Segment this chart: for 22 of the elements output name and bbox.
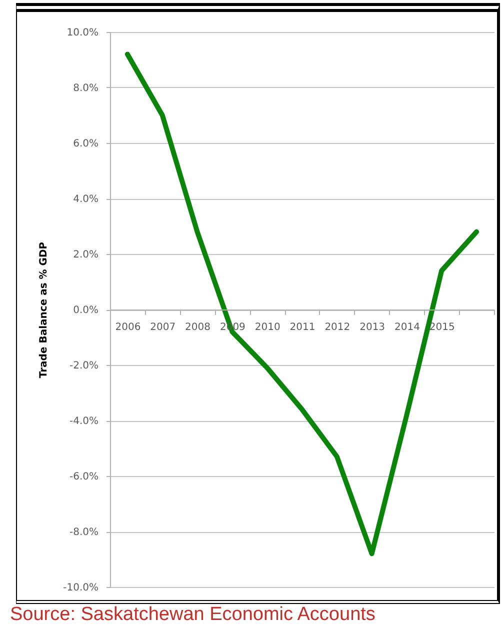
x-tick-label: 2012 [324,322,350,333]
y-tick-label: 10.0% [66,28,98,38]
x-tick-label: 2007 [150,322,176,333]
y-axis-title: Trade Balance as % GDP [38,242,50,378]
x-tick-label: 2014 [394,322,420,333]
y-tick-label: 0.0% [73,305,98,316]
y-tick-label: -8.0% [69,527,98,538]
x-tick-label: 2011 [290,322,316,333]
x-tick-label: 2008 [185,322,210,333]
y-tick-label: -4.0% [69,416,98,427]
x-tick-label: 2013 [360,322,386,333]
y-tick-label: 8.0% [73,83,98,94]
source-note: Source: Saskatchewan Economic Accounts [10,604,376,626]
x-tick-label: 2015 [429,322,455,333]
x-tick-label: 2006 [115,322,141,333]
x-tick-label: 2010 [254,322,280,333]
y-tick-label: 6.0% [73,138,98,150]
y-tick-label: -6.0% [69,472,98,482]
y-tick-label: 2.0% [73,250,98,260]
y-tick-label: -2.0% [69,360,98,372]
y-tick-label: -10.0% [63,582,98,594]
y-tick-label: 4.0% [73,194,98,205]
